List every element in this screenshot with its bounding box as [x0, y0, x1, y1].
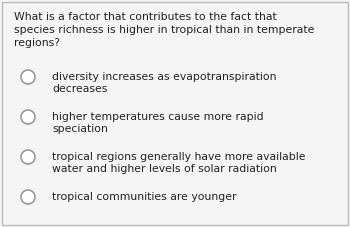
Text: species richness is higher in tropical than in temperate: species richness is higher in tropical t… — [14, 25, 314, 35]
Text: speciation: speciation — [52, 124, 108, 134]
Text: tropical communities are younger: tropical communities are younger — [52, 192, 237, 202]
Circle shape — [21, 70, 35, 84]
Circle shape — [21, 150, 35, 164]
Text: tropical regions generally have more available: tropical regions generally have more ava… — [52, 152, 306, 162]
Text: decreases: decreases — [52, 84, 107, 94]
Text: higher temperatures cause more rapid: higher temperatures cause more rapid — [52, 112, 264, 122]
Text: water and higher levels of solar radiation: water and higher levels of solar radiati… — [52, 164, 277, 174]
Circle shape — [21, 190, 35, 204]
Text: What is a factor that contributes to the fact that: What is a factor that contributes to the… — [14, 12, 277, 22]
FancyBboxPatch shape — [2, 2, 348, 225]
Text: diversity increases as evapotranspiration: diversity increases as evapotranspiratio… — [52, 72, 276, 82]
Circle shape — [21, 110, 35, 124]
Text: regions?: regions? — [14, 38, 60, 48]
